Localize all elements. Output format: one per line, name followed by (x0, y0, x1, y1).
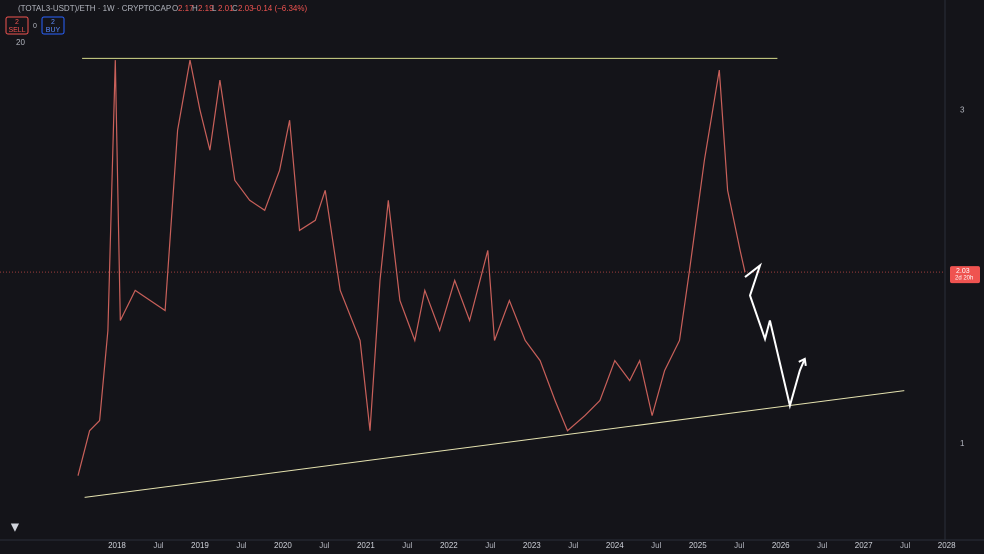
x-tick-label: 2019 (191, 541, 209, 550)
indicator: 20 (16, 38, 25, 47)
buy-count: 2 (51, 19, 55, 26)
symbol: (TOTAL3-USDT)/ETH · 1W · CRYPTOCAP (18, 4, 171, 13)
ohlc-label: L (212, 4, 217, 13)
sell-button[interactable] (5, 16, 29, 35)
ohlc: O 2.17H 2.19L 2.01C 2.03 (172, 4, 254, 13)
price-tag (950, 266, 980, 284)
ohlc-value: 2.01 (218, 4, 234, 13)
arrowhead (798, 357, 807, 367)
x-tick-label: Jul (319, 541, 329, 550)
ohlc-value: 2.17 (178, 4, 194, 13)
sell-label: SELL (8, 27, 25, 34)
x-tick-label: 2021 (357, 541, 375, 550)
x-tick-label: Jul (568, 541, 578, 550)
ohlc-value: 2.03 (238, 4, 254, 13)
y-tick-label: 1 (960, 439, 965, 448)
x-tick-label: Jul (236, 541, 246, 550)
trendline (84, 390, 905, 498)
x-tick-label: 2024 (606, 541, 624, 550)
logo: ▼ (8, 519, 22, 535)
x-tick-label: 2027 (855, 541, 873, 550)
price-line (77, 59, 746, 476)
x-tick-label: Jul (900, 541, 910, 550)
projection (744, 262, 806, 410)
buy-button[interactable] (41, 16, 65, 35)
ohlc-label: H (192, 4, 198, 13)
countdown: 2d 20h (955, 276, 973, 282)
y-tick-label: 3 (960, 105, 965, 114)
x-tick-label: Jul (734, 541, 744, 550)
ohlc-value: 2.19 (198, 4, 214, 13)
x-tick-label: Jul (651, 541, 661, 550)
x-tick-label: 2028 (938, 541, 956, 550)
spread: 0 (33, 23, 37, 30)
x-tick-label: 2023 (523, 541, 541, 550)
x-tick-label: 2020 (274, 541, 292, 550)
x-tick-label: Jul (153, 541, 163, 550)
x-tick-label: 2018 (108, 541, 126, 550)
sell-count: 2 (15, 19, 19, 26)
x-tick-label: Jul (817, 541, 827, 550)
x-tick-label: 2022 (440, 541, 458, 550)
x-tick-label: 2026 (772, 541, 790, 550)
ohlc-label: O (172, 4, 178, 13)
last-price: 2.03 (956, 268, 970, 275)
x-tick-label: Jul (402, 541, 412, 550)
buy-label: BUY (46, 27, 61, 34)
x-tick-label: 2025 (689, 541, 707, 550)
x-tick-label: Jul (485, 541, 495, 550)
ohlc-label: C (232, 4, 238, 13)
change: −0.14 (−6.34%) (252, 4, 307, 13)
